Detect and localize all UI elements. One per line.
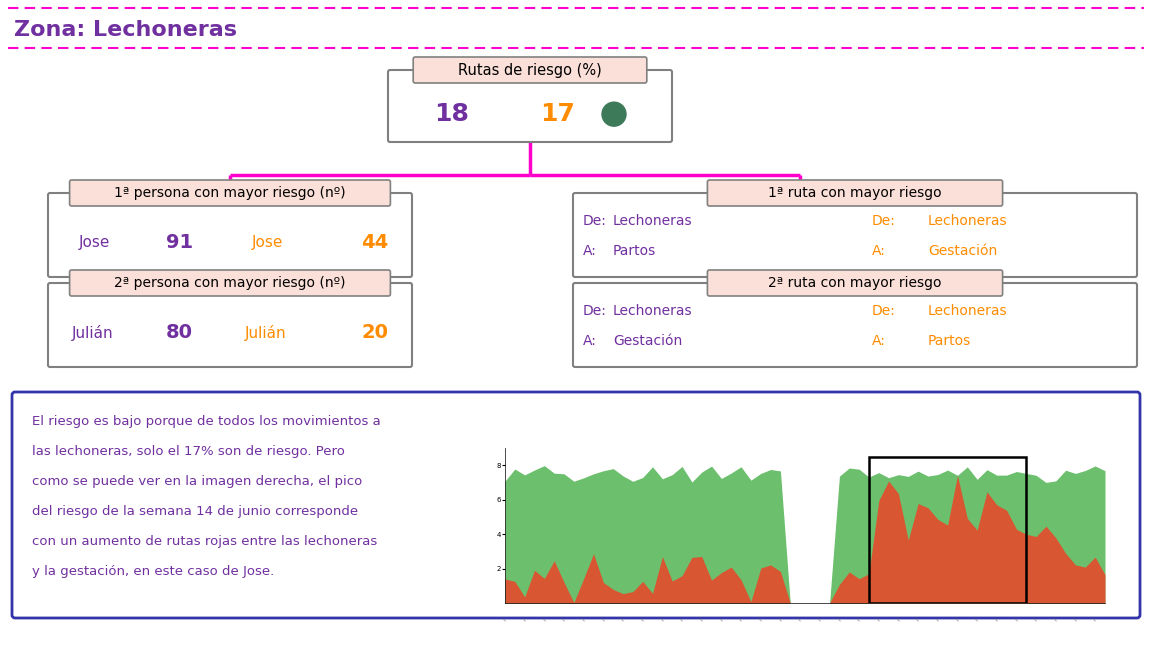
Text: /: / — [817, 617, 823, 621]
FancyBboxPatch shape — [69, 180, 391, 206]
Text: /: / — [699, 617, 704, 621]
Text: A:: A: — [583, 334, 597, 348]
Text: /: / — [778, 617, 783, 621]
Text: /: / — [975, 617, 979, 621]
Text: Lechoneras: Lechoneras — [613, 304, 692, 318]
Text: Jose: Jose — [251, 235, 283, 251]
FancyBboxPatch shape — [48, 193, 412, 277]
Text: /: / — [1073, 617, 1078, 621]
Text: 17: 17 — [540, 102, 576, 126]
Text: /: / — [955, 617, 960, 621]
FancyBboxPatch shape — [414, 57, 646, 83]
Text: /: / — [1092, 617, 1098, 621]
Text: /: / — [994, 617, 1000, 621]
Circle shape — [602, 102, 626, 126]
Text: Julián: Julián — [244, 325, 286, 341]
Text: /: / — [1033, 617, 1039, 621]
Bar — [869, 457, 1026, 603]
Text: /: / — [758, 617, 764, 621]
Text: /: / — [797, 617, 803, 621]
Text: 80: 80 — [166, 323, 194, 343]
Text: /: / — [522, 617, 528, 621]
Text: De:: De: — [583, 214, 607, 227]
Text: Jose: Jose — [78, 235, 111, 251]
Text: /: / — [836, 617, 842, 621]
Text: Lechoneras: Lechoneras — [613, 214, 692, 227]
Text: A:: A: — [583, 244, 597, 258]
Text: /: / — [935, 617, 940, 621]
FancyBboxPatch shape — [573, 193, 1137, 277]
Text: Rutas de riesgo (%): Rutas de riesgo (%) — [458, 62, 601, 78]
Text: /: / — [561, 617, 567, 621]
Text: A:: A: — [872, 244, 886, 258]
Text: /: / — [738, 617, 744, 621]
Text: /: / — [680, 617, 684, 621]
Text: 44: 44 — [361, 233, 388, 253]
FancyBboxPatch shape — [69, 270, 391, 296]
Text: /: / — [502, 617, 508, 621]
Text: 1ª ruta con mayor riesgo: 1ª ruta con mayor riesgo — [768, 186, 942, 200]
Text: /: / — [621, 617, 626, 621]
Text: Julián: Julián — [71, 325, 113, 341]
Text: Partos: Partos — [613, 244, 657, 258]
Text: /: / — [856, 617, 862, 621]
Text: Lechoneras: Lechoneras — [927, 304, 1008, 318]
Text: Lechoneras: Lechoneras — [927, 214, 1008, 227]
FancyBboxPatch shape — [388, 70, 672, 142]
FancyBboxPatch shape — [48, 283, 412, 367]
Text: Partos: Partos — [927, 334, 971, 348]
FancyBboxPatch shape — [573, 283, 1137, 367]
Text: con un aumento de rutas rojas entre las lechoneras: con un aumento de rutas rojas entre las … — [32, 535, 377, 548]
Text: De:: De: — [583, 304, 607, 318]
Text: /: / — [541, 617, 547, 621]
Text: Zona: Lechoneras: Zona: Lechoneras — [14, 20, 237, 40]
Text: /: / — [581, 617, 586, 621]
Text: como se puede ver en la imagen derecha, el pico: como se puede ver en la imagen derecha, … — [32, 475, 362, 488]
Text: 18: 18 — [434, 102, 469, 126]
Text: /: / — [1014, 617, 1020, 621]
Text: El riesgo es bajo porque de todos los movimientos a: El riesgo es bajo porque de todos los mo… — [32, 415, 381, 428]
Text: /: / — [916, 617, 920, 621]
Text: Gestación: Gestación — [613, 334, 682, 348]
Text: /: / — [1053, 617, 1059, 621]
Text: Gestación: Gestación — [927, 244, 996, 258]
Text: 91: 91 — [166, 233, 194, 253]
Text: /: / — [641, 617, 645, 621]
Text: /: / — [877, 617, 881, 621]
Text: /: / — [896, 617, 901, 621]
Text: Patrón de movimientos totales relacionados con las lechoneras. Junio 2020.: Patrón de movimientos totales relacionad… — [507, 586, 955, 599]
Text: del riesgo de la semana 14 de junio corresponde: del riesgo de la semana 14 de junio corr… — [32, 505, 358, 518]
Text: las lechoneras, solo el 17% son de riesgo. Pero: las lechoneras, solo el 17% son de riesg… — [32, 445, 344, 458]
Text: /: / — [660, 617, 665, 621]
Text: De:: De: — [872, 304, 895, 318]
Text: y la gestación, en este caso de Jose.: y la gestación, en este caso de Jose. — [32, 565, 274, 578]
Text: /: / — [600, 617, 606, 621]
Text: De:: De: — [872, 214, 895, 227]
Text: 2ª persona con mayor riesgo (nº): 2ª persona con mayor riesgo (nº) — [114, 276, 346, 290]
Text: 20: 20 — [362, 323, 388, 343]
Text: 1ª persona con mayor riesgo (nº): 1ª persona con mayor riesgo (nº) — [114, 186, 346, 200]
FancyBboxPatch shape — [707, 270, 1002, 296]
FancyBboxPatch shape — [12, 392, 1140, 618]
Text: A:: A: — [872, 334, 886, 348]
Text: 2ª ruta con mayor riesgo: 2ª ruta con mayor riesgo — [768, 276, 941, 290]
FancyBboxPatch shape — [707, 180, 1002, 206]
Text: /: / — [719, 617, 723, 621]
